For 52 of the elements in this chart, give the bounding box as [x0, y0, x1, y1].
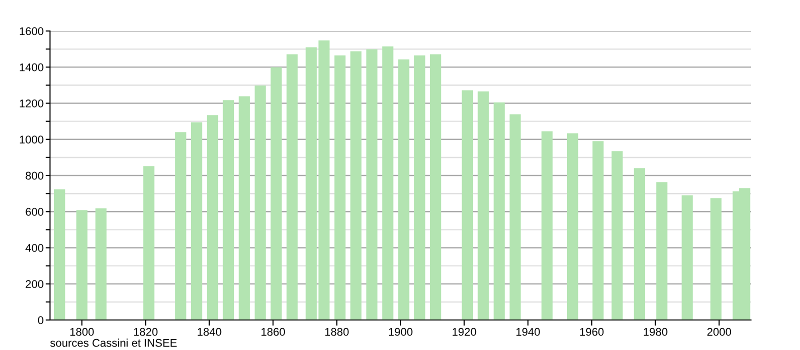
bar	[612, 151, 623, 320]
bar	[206, 115, 218, 320]
y-tick-label: 0	[38, 316, 44, 324]
bar	[414, 55, 426, 320]
bar	[54, 189, 66, 320]
bar	[270, 67, 282, 320]
bar	[350, 51, 362, 320]
bar	[592, 141, 604, 320]
bar	[541, 131, 553, 320]
x-tick-label: 1900	[388, 328, 412, 336]
bar	[478, 91, 489, 320]
bar	[462, 90, 473, 320]
bar	[494, 102, 505, 320]
x-tick-label: 1960	[580, 328, 604, 336]
bar	[656, 182, 668, 320]
bar	[222, 100, 234, 320]
x-tick-label: 1840	[198, 328, 222, 336]
y-tick-label: 1600	[20, 27, 44, 36]
x-tick-label: 1860	[262, 328, 285, 336]
y-tick-label: 1200	[20, 100, 44, 108]
y-tick-label: 600	[26, 208, 44, 216]
y-tick-label: 800	[26, 172, 44, 180]
source-note: sources Cassini et INSEE	[50, 338, 177, 347]
bar	[430, 54, 442, 320]
y-tick-label: 400	[25, 244, 44, 252]
bar	[382, 46, 394, 320]
x-tick-label: 1940	[516, 328, 540, 336]
bar	[76, 210, 88, 320]
x-tick-label: 1980	[644, 328, 668, 336]
bar	[682, 195, 693, 320]
bar	[366, 49, 378, 320]
x-tick-label: 2000	[707, 328, 732, 336]
bar	[286, 54, 298, 320]
y-tick-label: 1400	[20, 63, 44, 72]
x-tick-label: 1880	[325, 328, 349, 336]
bar	[95, 208, 107, 320]
bar	[510, 114, 521, 320]
x-tick-label: 1820	[134, 328, 158, 336]
bar	[710, 198, 722, 320]
bar	[566, 133, 578, 320]
bar	[254, 86, 266, 320]
bar	[238, 96, 250, 320]
bar	[190, 122, 202, 320]
bar	[634, 168, 646, 320]
y-tick-label: 200	[26, 280, 44, 288]
y-tick-label: 1000	[20, 136, 44, 144]
bar	[334, 55, 346, 320]
bar	[175, 132, 186, 320]
x-tick-label: 1920	[452, 328, 476, 336]
bar	[143, 166, 154, 320]
x-tick-label: 1800	[70, 328, 94, 336]
bar	[398, 59, 410, 320]
